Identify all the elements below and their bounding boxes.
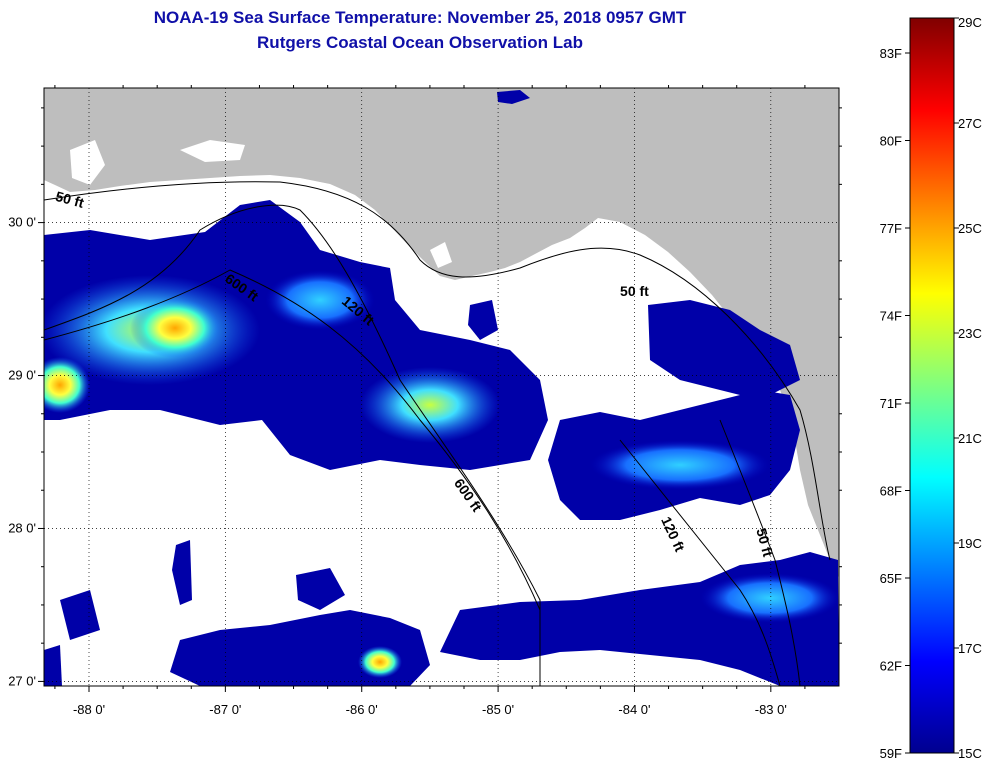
sst-cool-patch [700, 573, 839, 623]
lat-tick-label: 29 0' [8, 368, 36, 383]
colorbar-c-label: 19C [958, 536, 982, 551]
colorbar-f-label: 74F [880, 309, 902, 324]
sst-warm-patch [358, 646, 402, 678]
sst-cool-patch [265, 270, 375, 330]
map-subtitle: Rutgers Coastal Ocean Observation Lab [257, 33, 583, 52]
colorbar-c-label: 29C [958, 15, 982, 30]
map-grid [44, 88, 839, 686]
bay-water [180, 140, 245, 162]
colorbar-c-label: 21C [958, 431, 982, 446]
contour-label: 50 ft [54, 188, 86, 211]
sst-warm-patch [130, 298, 220, 358]
contour-label: 50 ft [620, 283, 649, 299]
bay-water [430, 242, 452, 268]
lon-tick-label: -88 0' [73, 702, 105, 717]
lat-tick-label: 27 0' [8, 673, 36, 688]
axis-ticks: -88 0' -87 0' -86 0' -85 0' -84 0' -83 0' 30 0… [8, 85, 842, 717]
lon-tick-label: -84 0' [618, 702, 650, 717]
inland-lake [497, 90, 530, 104]
sst-cool-patch [590, 440, 770, 490]
sst-mild-patch [360, 367, 500, 443]
colorbar-f-label: 68F [880, 484, 902, 499]
colorbar-c-label: 25C [958, 221, 982, 236]
bathymetry-contours [44, 181, 831, 686]
lon-tick-label: -85 0' [482, 702, 514, 717]
lat-tick-label: 28 0' [8, 520, 36, 535]
colorbar-c-label: 27C [958, 116, 982, 131]
colorbar-c-label: 17C [958, 641, 982, 656]
colorbar-labels: 83F 80F 77F 74F 71F 68F 65F 62F 59F 29C 27C 25C 23C 2… [880, 15, 982, 761]
colorbar-f-label: 77F [880, 221, 902, 236]
colorbar-f-label: 62F [880, 659, 902, 674]
colorbar-f-label: 80F [880, 134, 902, 149]
lon-tick-label: -87 0' [209, 702, 241, 717]
land-mass [44, 88, 839, 578]
lat-tick-label: 30 0' [8, 215, 36, 230]
colorbar-f-label: 71F [880, 396, 902, 411]
colorbar-f-label: 65F [880, 571, 902, 586]
colorbar-c-label: 15C [958, 746, 982, 761]
lon-tick-label: -83 0' [755, 702, 787, 717]
sst-warm-patch [44, 357, 90, 413]
colorbar-c-label: 23C [958, 326, 982, 341]
bay-water [70, 140, 105, 185]
map-frame [43, 87, 840, 687]
colorbar [909, 17, 955, 754]
map-title: NOAA-19 Sea Surface Temperature: Novembe… [153, 8, 687, 27]
contour-label: 50 ft [753, 526, 776, 558]
colorbar-f-label: 83F [880, 46, 902, 61]
lon-tick-label: -86 0' [346, 702, 378, 717]
colorbar-f-label: 59F [880, 746, 902, 761]
